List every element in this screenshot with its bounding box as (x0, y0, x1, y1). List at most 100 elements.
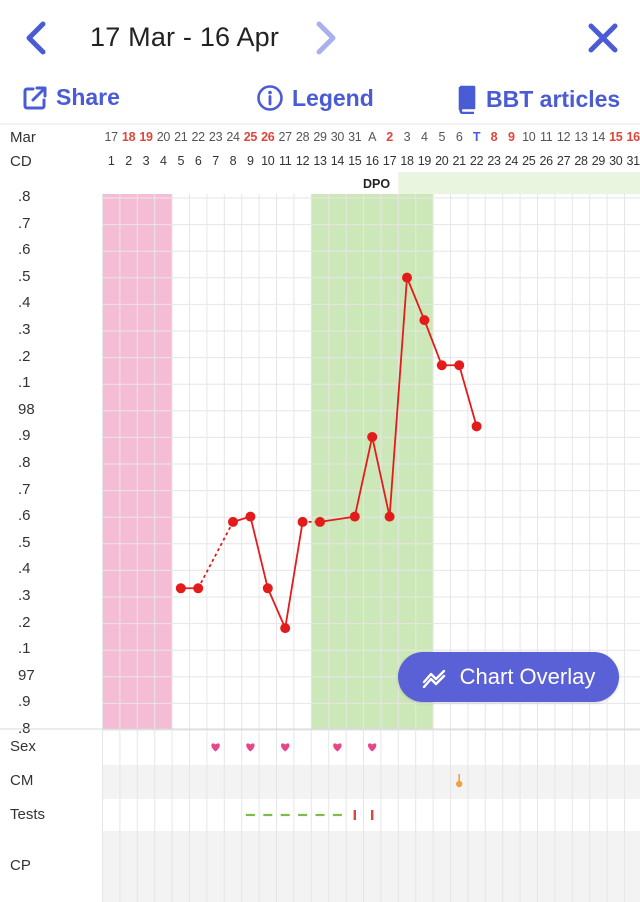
cycle-day-cell: 2 (125, 154, 132, 168)
heart-icon (211, 743, 220, 752)
date-cell: 31 (348, 130, 362, 144)
cycle-day-cell: 8 (229, 154, 237, 168)
cycle-day-cell: 6 (194, 154, 202, 168)
bbt-articles-button[interactable]: BBT articles (456, 84, 620, 114)
date-cell: T (472, 130, 481, 144)
cycle-day-cell: 1 (107, 154, 115, 168)
action-bar: Share Legend BBT articles (0, 78, 640, 124)
date-cell: 30 (330, 130, 345, 144)
date-cell: 24 (226, 130, 240, 144)
cycle-day-cell: 14 (330, 154, 345, 168)
date-cell: 26 (261, 130, 275, 144)
dpo-cell: 4 (473, 177, 480, 191)
temperature-point (193, 583, 204, 594)
temperature-point (419, 315, 430, 326)
temperature-point (262, 583, 273, 594)
temperature-point (402, 272, 412, 283)
y-tick-label: 98 (18, 400, 35, 418)
y-tick-label: 97 (18, 666, 35, 684)
date-cell: 29 (313, 130, 327, 144)
date-cell: 23 (208, 130, 223, 144)
cycle-day-cell: 29 (591, 154, 606, 168)
y-tick-label: .9 (18, 427, 31, 445)
dpo-cell: 7 (525, 177, 533, 191)
cycle-day-cell: 30 (609, 154, 623, 168)
share-label: Share (56, 84, 120, 110)
temperature-point (315, 516, 325, 527)
next-cycle-button[interactable] (306, 18, 346, 58)
cycle-day-cell: 22 (469, 154, 484, 168)
cycle-day-cell: 7 (212, 154, 219, 168)
top-bar: 17 Mar - 16 Apr (0, 0, 640, 78)
temperature-point (349, 511, 360, 522)
y-tick-label: .7 (18, 214, 31, 232)
y-tick-label: .1 (18, 374, 31, 392)
temperature-point (384, 511, 395, 522)
temperature-point (471, 421, 482, 432)
dpo-label: DPO (363, 177, 391, 191)
temperature-point (297, 516, 308, 527)
period-band (102, 194, 173, 729)
dpo-cell: 1 (421, 177, 428, 191)
share-button[interactable]: Share (22, 84, 120, 111)
heart-icon (368, 743, 377, 752)
legend-label: Legend (292, 84, 374, 111)
date-cell: 5 (438, 130, 446, 144)
y-tick-label: .8 (18, 188, 31, 205)
y-tick-label: .6 (18, 241, 31, 259)
temperature-line-segment (266, 587, 287, 629)
legend-button[interactable]: Legend (256, 84, 374, 112)
cervical-mucus-icon (456, 780, 463, 788)
date-cell: 28 (295, 130, 310, 144)
dpo-cell: 6 (508, 177, 515, 191)
y-tick-label: .4 (18, 560, 31, 578)
date-cell: 10 (522, 130, 536, 144)
chart-overlay-button[interactable]: Chart Overlay (398, 652, 619, 702)
date-cell: A (368, 130, 377, 144)
chevron-right-icon (316, 21, 336, 55)
date-cell: 8 (490, 130, 498, 144)
date-cell: 22 (191, 130, 206, 144)
date-cell: 6 (455, 130, 463, 144)
temperature-line-segment (197, 521, 234, 589)
date-cell: 15 (609, 130, 623, 144)
tests-row-label: Tests (10, 806, 46, 823)
dpo-cell: 9 (560, 177, 567, 191)
cycle-day-cell: 5 (177, 154, 185, 168)
date-cell: 20 (156, 130, 171, 144)
cycle-day-cell: 21 (452, 154, 467, 168)
cycle-day-cell: 23 (487, 154, 501, 168)
y-tick-label: .3 (18, 321, 31, 338)
previous-cycle-button[interactable] (16, 18, 56, 58)
cycle-day-cell: 27 (556, 154, 571, 168)
temperature-line-segment (232, 515, 251, 523)
temperature-line-segment (319, 515, 355, 523)
y-tick-label: .5 (18, 533, 31, 551)
dpo-cell: 11 (592, 177, 605, 191)
cycle-day-label: CD (10, 153, 32, 170)
dpo-cell: 10 (574, 177, 588, 191)
date-cell: 18 (121, 130, 136, 144)
temperature-line-segment (406, 277, 426, 321)
date-cell: 12 (556, 130, 571, 144)
cycle-day-cell: 11 (279, 154, 292, 168)
cycle-day-cell: 17 (382, 154, 397, 168)
date-cell: 14 (591, 130, 606, 144)
cycle-day-cell: 12 (295, 154, 310, 168)
y-tick-label: .6 (18, 507, 31, 525)
temperature-point (367, 431, 378, 442)
cycle-day-cell: 4 (160, 154, 167, 168)
chevron-left-icon (26, 21, 46, 55)
cycle-day-cell: 24 (504, 154, 519, 168)
dpo-cell: 13 (626, 177, 640, 191)
chart-overlay-label: Chart Overlay (459, 664, 596, 689)
y-tick-label: .5 (18, 267, 31, 285)
dpo-cell: 12 (609, 177, 623, 191)
date-cell: 19 (139, 130, 153, 144)
close-button[interactable] (580, 18, 626, 58)
book-icon (458, 85, 476, 114)
temperature-line-segment (249, 516, 269, 589)
cycle-day-cell: 16 (365, 154, 380, 168)
date-cell: 9 (508, 130, 515, 144)
date-range-title: 17 Mar - 16 Apr (90, 22, 280, 52)
